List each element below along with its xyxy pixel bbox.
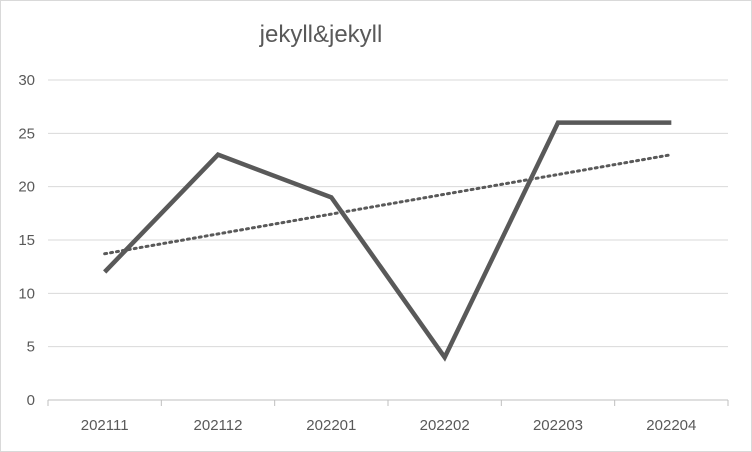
- y-tick-label: 0: [27, 392, 35, 409]
- y-tick-label: 15: [18, 232, 35, 249]
- y-tick-label: 10: [18, 285, 35, 302]
- x-tick-label: 202112: [194, 417, 243, 434]
- x-tick-label: 202201: [306, 417, 356, 434]
- x-tick-label: 202111: [81, 417, 129, 434]
- y-tick-label: 25: [18, 125, 35, 142]
- series-line: [103, 120, 672, 362]
- chart-title: jekyll&jekyll: [259, 21, 383, 48]
- x-tick-label: 202204: [646, 417, 696, 434]
- x-tick-label: 202203: [533, 417, 583, 434]
- x-tick-label: 202202: [420, 417, 470, 434]
- y-tick-label: 20: [18, 179, 35, 196]
- trendline: [103, 153, 673, 256]
- y-tick-label: 5: [27, 339, 35, 356]
- y-tick-label: 30: [18, 72, 35, 89]
